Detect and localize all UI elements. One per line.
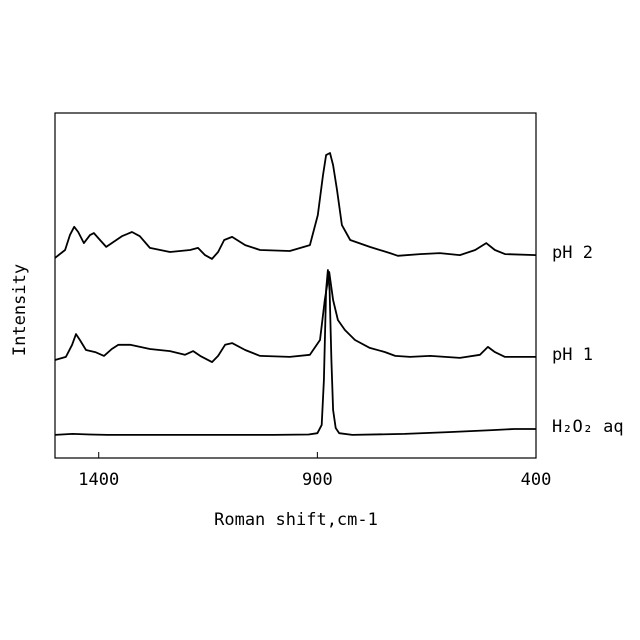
series-label: H₂O₂ aq — [552, 417, 624, 437]
page: Roman shift,cm-1 Intensity 1400 900 400 pH … — [0, 0, 640, 640]
series-label: pH 1 — [552, 345, 593, 365]
spectrum-line — [55, 270, 536, 435]
chart: Roman shift,cm-1 Intensity 1400 900 400 pH … — [0, 0, 640, 640]
spectrum-line — [55, 272, 536, 362]
spectrum-line — [55, 153, 536, 259]
x-tick-label: 400 — [521, 470, 552, 490]
y-axis-label: Intensity — [10, 264, 30, 356]
x-tick-label: 900 — [302, 470, 333, 490]
x-axis-label: Roman shift,cm-1 — [214, 510, 378, 530]
x-tick-label: 1400 — [78, 470, 119, 490]
plot-frame — [55, 113, 536, 458]
series-label: pH 2 — [552, 243, 593, 263]
